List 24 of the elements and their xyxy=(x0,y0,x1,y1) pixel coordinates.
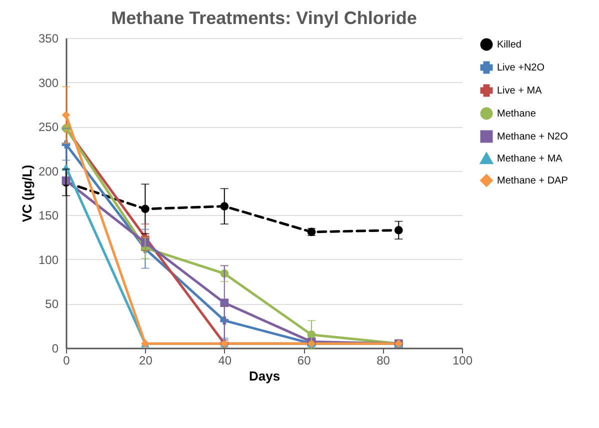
y-tick-label: 0 xyxy=(52,342,59,356)
x-tick-label: 60 xyxy=(297,354,312,368)
y-tick-label: 300 xyxy=(38,76,59,90)
x-tick-label: 40 xyxy=(218,354,232,368)
chart-title: Methane Treatments: Vinyl Chloride xyxy=(111,8,417,28)
y-axis-title: VC (µg/L) xyxy=(19,164,34,222)
y-tick-label: 350 xyxy=(38,32,59,46)
legend-label: Methane + DAP xyxy=(497,176,568,186)
y-tick-label: 50 xyxy=(45,297,59,312)
legend-label: Live +N2O xyxy=(497,62,545,74)
y-tick-label: 250 xyxy=(38,120,59,134)
x-tick-label: 80 xyxy=(376,354,390,368)
legend-label: Live + MA xyxy=(497,86,542,96)
x-tick-label: 20 xyxy=(139,354,153,368)
legend-label: Methane xyxy=(497,108,536,120)
legend-label: Methane + N2O xyxy=(497,132,568,142)
x-tick-label: 0 xyxy=(63,354,70,368)
x-axis-title: Days xyxy=(248,368,280,384)
y-tick-label: 200 xyxy=(38,164,59,178)
legend-label: Methane + MA xyxy=(497,154,563,164)
x-tick-label: 100 xyxy=(452,354,473,368)
y-tick-label: 150 xyxy=(38,208,59,223)
y-tick-label: 100 xyxy=(38,252,59,267)
legend-label: Killed xyxy=(497,40,522,50)
